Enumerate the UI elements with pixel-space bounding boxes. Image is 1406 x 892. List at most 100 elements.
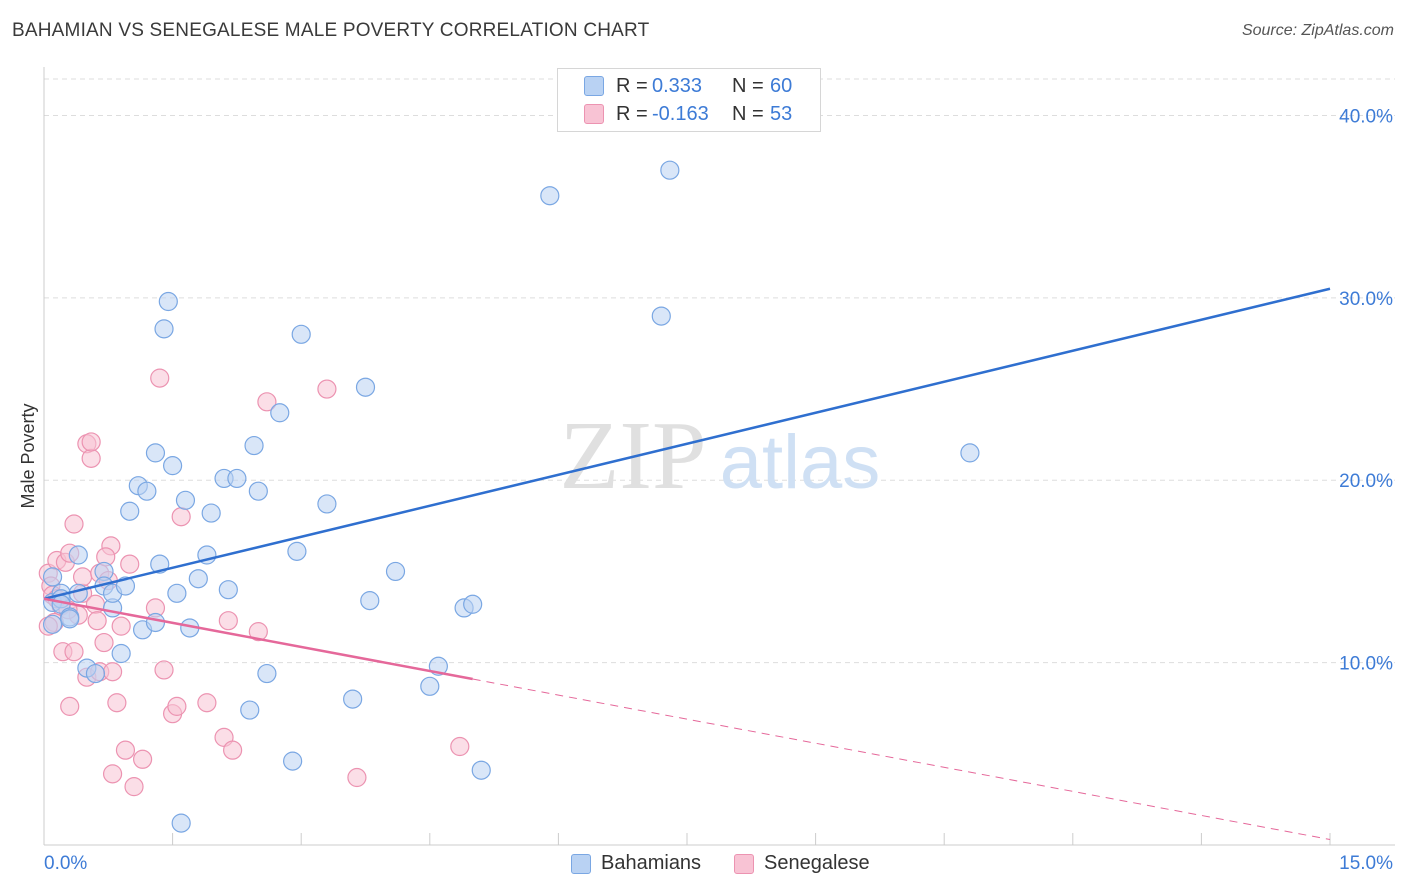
senegalese-point	[248, 622, 268, 642]
bahamians-point	[145, 612, 166, 633]
senegalese-point	[150, 368, 170, 388]
bahamians-point	[660, 160, 680, 180]
bahamians-point	[248, 481, 268, 501]
bahamians-point	[471, 760, 491, 780]
legend-n-label: N =	[732, 102, 764, 125]
senegalese-point	[102, 662, 123, 682]
legend-n-value: 60	[770, 74, 793, 97]
bottom-legend-bahamians: Bahamians	[571, 852, 701, 875]
bahamians-point	[463, 594, 483, 614]
legend-swatch-pink	[584, 104, 604, 124]
bahamians-point	[145, 443, 166, 463]
legend-r-label: R =	[616, 74, 648, 97]
senegalese-point	[111, 616, 131, 636]
bahamians-point	[218, 580, 238, 600]
senegalese-point	[115, 740, 136, 760]
senegalese-point	[154, 660, 174, 680]
x-tick-label-start: 0.0%	[44, 853, 87, 874]
senegalese-point	[124, 777, 144, 797]
senegalese-point	[102, 764, 123, 784]
bahamians-point	[420, 676, 440, 696]
bahamians-point	[201, 503, 221, 523]
senegalese-point	[60, 696, 80, 716]
legend-r-label: R =	[616, 102, 648, 125]
x-tick-label-end: 15.0%	[1339, 853, 1393, 874]
bahamians-point	[270, 403, 290, 423]
bahamians-point	[240, 700, 260, 720]
source-label: Source: ZipAtlas.com	[1241, 22, 1394, 39]
bahamians-point	[154, 319, 174, 339]
bahamians-point	[343, 689, 363, 709]
bottom-legend-label: Bahamians	[601, 852, 702, 874]
y-tick-label: 10.0%	[1339, 654, 1393, 675]
senegalese-point	[64, 642, 84, 662]
senegalese-point	[72, 567, 93, 587]
bahamians-point	[85, 663, 106, 684]
bahamians-point	[960, 443, 980, 463]
senegalese-point	[87, 611, 107, 631]
bahamians-point	[317, 494, 337, 514]
legend-n-label: N =	[732, 74, 764, 97]
senegalese-point	[81, 432, 101, 452]
senegalese-point	[171, 507, 191, 527]
bahamians-trend-line	[43, 287, 1331, 601]
bahamians-point	[111, 643, 131, 664]
bahamians-point	[257, 663, 277, 684]
bahamians-point	[227, 468, 247, 489]
bahamians-point	[42, 614, 63, 634]
bahamians-point	[188, 569, 208, 589]
bahamians-point	[60, 609, 80, 629]
ticks	[172, 833, 1331, 845]
bahamians-point	[355, 377, 376, 397]
legend-swatch-blue	[584, 76, 604, 96]
bahamians-point	[540, 186, 560, 206]
bahamians-point	[163, 456, 183, 476]
bottom-legend-senegalese: Senegalese	[734, 852, 870, 875]
bahamians-point	[68, 545, 88, 565]
watermark: ZIP atlas	[560, 402, 881, 510]
senegalese-trend-line	[43, 597, 473, 681]
bahamians-point	[120, 501, 140, 521]
y-tick-label: 40.0%	[1339, 106, 1393, 127]
senegalese-point	[132, 749, 153, 769]
bahamians-point	[158, 291, 178, 312]
bahamians-point	[287, 541, 307, 561]
tick-labels: 10.0% 20.0% 30.0% 40.0% 0.0% 15.0%	[44, 106, 1393, 874]
y-axis-label: Male Poverty	[18, 403, 38, 508]
senegalese-trend-extension	[472, 678, 1331, 841]
legend-row-bahamians: R = 0.333 N = 60	[584, 73, 792, 99]
y-tick-label: 30.0%	[1339, 289, 1393, 310]
senegalese-point	[450, 736, 470, 757]
axes	[43, 67, 1395, 846]
senegalese-point	[107, 693, 127, 713]
legend-r-value: -0.163	[652, 102, 709, 125]
legend-n-value: 53	[770, 102, 793, 125]
bahamians-point	[171, 813, 191, 833]
bahamians-point	[385, 561, 406, 582]
bottom-legend-label: Senegalese	[764, 852, 870, 874]
legend-row-senegalese: R = -0.163 N = 53	[584, 101, 792, 127]
senegalese-point	[347, 767, 367, 788]
chart-title: BAHAMIAN VS SENEGALESE MALE POVERTY CORR…	[12, 20, 650, 41]
senegalese-point	[257, 392, 277, 412]
senegalese-point	[197, 693, 217, 713]
legend-r-value: 0.333	[652, 74, 703, 97]
senegalese-point	[167, 696, 187, 716]
senegalese-point	[81, 448, 101, 468]
bahamians-point	[175, 490, 196, 510]
gridlines	[44, 78, 1395, 664]
bahamians-point	[283, 751, 303, 771]
series-bahamians	[42, 160, 980, 833]
senegalese-point	[64, 514, 84, 534]
bahamians-point	[360, 591, 380, 611]
bahamians-point	[651, 306, 671, 326]
bahamians-point	[244, 435, 264, 456]
senegalese-point	[120, 554, 140, 574]
bahamians-point	[167, 583, 187, 603]
bahamians-point	[42, 567, 63, 587]
senegalese-point	[94, 632, 114, 653]
legend: R = 0.333 N = 60 R = -0.163 N = 53	[557, 68, 821, 132]
senegalese-point	[223, 740, 243, 760]
bottom-legend-swatch-pink	[734, 853, 754, 874]
